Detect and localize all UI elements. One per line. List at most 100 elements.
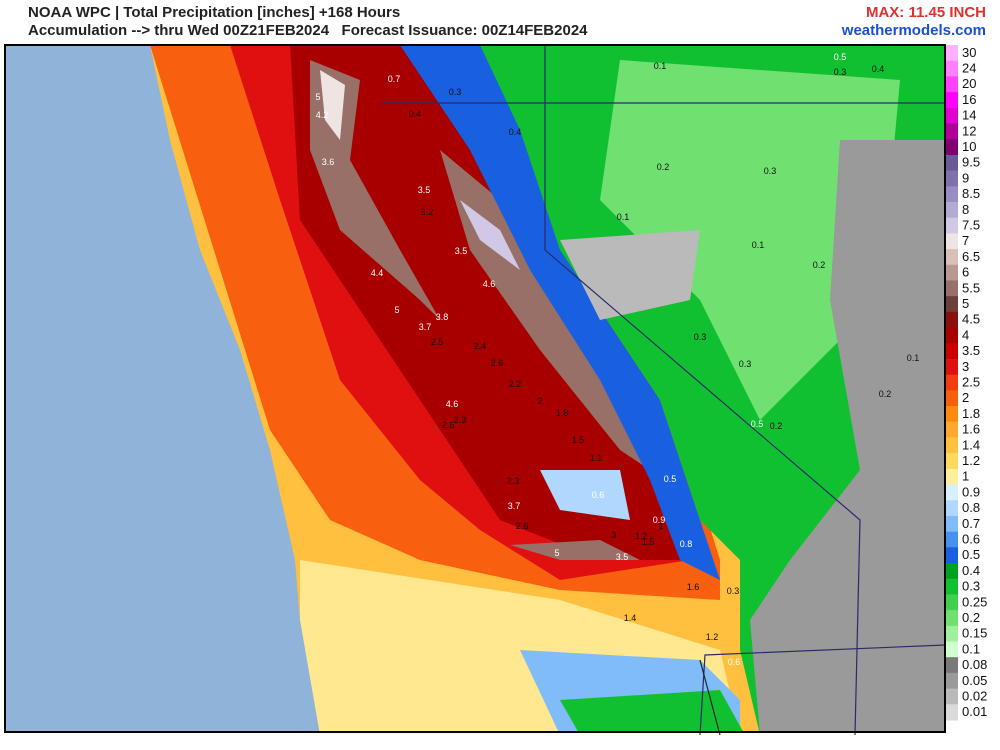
legend-swatch xyxy=(946,296,958,313)
legend-label: 8.5 xyxy=(962,186,980,201)
legend-swatch xyxy=(946,343,958,360)
legend-swatch xyxy=(946,515,958,533)
map-value-label: 2.6 xyxy=(442,420,455,430)
legend-label: 9.5 xyxy=(962,155,980,170)
map-value-label: 0.9 xyxy=(653,515,666,525)
legend-label: 1 xyxy=(962,469,969,484)
legend-label: 12 xyxy=(962,123,976,138)
legend-swatch xyxy=(946,657,958,674)
legend-swatch xyxy=(946,610,958,627)
map-value-label: 0.6 xyxy=(592,490,605,500)
legend-swatch xyxy=(946,170,958,187)
legend-swatch xyxy=(946,107,958,124)
legend-swatch xyxy=(946,264,958,281)
legend-label: 0.05 xyxy=(962,673,987,688)
legend-label: 8 xyxy=(962,202,969,217)
legend-label: 0.25 xyxy=(962,594,987,609)
legend-swatch xyxy=(946,154,958,172)
map-value-label: 1.8 xyxy=(556,408,569,418)
legend-label: 0.8 xyxy=(962,500,980,515)
legend-swatch xyxy=(946,280,958,297)
map-value-label: 0.2 xyxy=(657,162,670,172)
legend-label: 7 xyxy=(962,233,969,248)
map-value-label: 4.2 xyxy=(316,110,329,120)
map-value-label: 0.4 xyxy=(409,109,422,119)
map-value-label: 0.1 xyxy=(752,240,765,250)
map-value-label: 2.4 xyxy=(474,341,487,351)
map-value-label: 0.4 xyxy=(509,127,522,137)
legend-swatch xyxy=(946,249,958,266)
map-value-label: 0.2 xyxy=(879,389,892,399)
map-value-label: 0.3 xyxy=(727,586,740,596)
legend-label: 0.2 xyxy=(962,610,980,625)
map-frame xyxy=(4,44,946,733)
map-value-label: 2.6 xyxy=(516,521,529,531)
border xyxy=(699,644,946,736)
map-value-label: 4.6 xyxy=(483,279,496,289)
precip-field xyxy=(5,45,945,732)
legend-label: 3 xyxy=(962,359,969,374)
legend-swatch xyxy=(946,186,958,203)
legend-swatch xyxy=(946,406,958,423)
map-value-label: 0.2 xyxy=(770,421,783,431)
legend-label: 0.15 xyxy=(962,626,987,641)
map-value-label: 1.5 xyxy=(642,537,655,547)
legend-label: 1.6 xyxy=(962,422,980,437)
legend-label: 0.1 xyxy=(962,641,980,656)
legend-swatch xyxy=(946,123,958,140)
map-value-label: 2.3 xyxy=(507,476,520,486)
map-value-label: 0.1 xyxy=(907,353,920,363)
legend-label: 0.02 xyxy=(962,688,987,703)
map-value-label: 0.3 xyxy=(694,332,707,342)
legend-label: 0.4 xyxy=(962,563,980,578)
map-value-label: 0.3 xyxy=(739,359,752,369)
legend-swatch xyxy=(946,139,958,156)
map-value-label: 3 xyxy=(611,530,616,540)
title: NOAA WPC | Total Precipitation [inches] … xyxy=(28,4,401,21)
map-value-label: 3.2 xyxy=(421,207,434,217)
legend-label: 30 xyxy=(962,45,976,60)
legend-label: 16 xyxy=(962,92,976,107)
legend-label: 7.5 xyxy=(962,218,980,233)
map-value-label: 0.2 xyxy=(813,260,826,270)
legend-swatch xyxy=(946,688,958,705)
map-value-label: 0.5 xyxy=(834,52,847,62)
legend-label: 20 xyxy=(962,76,976,91)
map-value-label: 0.6 xyxy=(728,657,741,667)
legend-label: 14 xyxy=(962,108,976,123)
legend-swatch xyxy=(946,92,958,109)
legend-swatch xyxy=(946,437,958,454)
borders xyxy=(380,45,946,736)
map-value-label: 2.3 xyxy=(454,415,467,425)
legend-label: 4.5 xyxy=(962,312,980,327)
legend-label: 6.5 xyxy=(962,249,980,264)
map-value-label: 3.5 xyxy=(418,185,431,195)
legend-label: 10 xyxy=(962,139,976,154)
legend-swatch xyxy=(946,45,958,62)
legend-swatch xyxy=(946,217,958,234)
map-value-label: 1.6 xyxy=(687,582,700,592)
legend-label: 0.01 xyxy=(962,704,987,719)
legend-label: 9 xyxy=(962,170,969,185)
map-value-label: 1.4 xyxy=(624,613,637,623)
map-value-label: 3.6 xyxy=(322,157,335,167)
state-border xyxy=(544,45,861,736)
legend-swatch xyxy=(946,531,958,548)
map-value-label: 1.2 xyxy=(635,531,648,541)
map-value-label: 0.1 xyxy=(654,61,667,71)
legend-label: 1.8 xyxy=(962,406,980,421)
legend-swatch xyxy=(946,358,958,376)
legend-swatch xyxy=(946,201,958,219)
legend-label: 24 xyxy=(962,61,976,76)
map-value-label: 5 xyxy=(554,548,559,558)
map-value-label: 3.7 xyxy=(419,322,432,332)
legend-swatch xyxy=(946,500,958,517)
legend-swatch xyxy=(946,468,958,486)
legend-swatch xyxy=(946,594,958,611)
map-value-label: 1.5 xyxy=(572,435,585,445)
map-value-label: 2 xyxy=(537,396,542,406)
legend-swatch xyxy=(946,547,958,564)
map-value-label: 0.3 xyxy=(764,166,777,176)
map-value-label: 2.6 xyxy=(491,358,504,368)
